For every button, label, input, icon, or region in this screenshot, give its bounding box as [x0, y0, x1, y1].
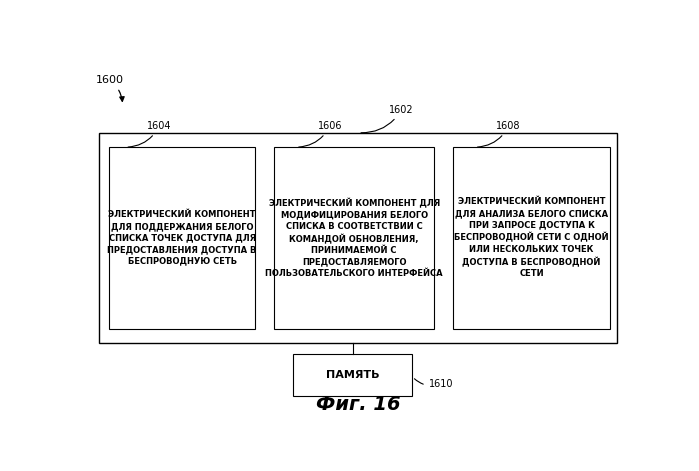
- Bar: [274, 147, 434, 329]
- Text: ЭЛЕКТРИЧЕСКИЙ КОМПОНЕНТ ДЛЯ
МОДИФИЦИРОВАНИЯ БЕЛОГО
СПИСКА В СООТВЕТСТВИИ С
КОМАН: ЭЛЕКТРИЧЕСКИЙ КОМПОНЕНТ ДЛЯ МОДИФИЦИРОВА…: [266, 197, 443, 278]
- Text: 1604: 1604: [128, 121, 171, 147]
- Text: 1602: 1602: [361, 105, 414, 133]
- Text: ПАМЯТЬ: ПАМЯТЬ: [326, 370, 380, 380]
- Text: 1608: 1608: [477, 121, 521, 147]
- Text: ЭЛЕКТРИЧЕСКИЙ КОМПОНЕНТ
ДЛЯ АНАЛИЗА БЕЛОГО СПИСКА
ПРИ ЗАПРОСЕ ДОСТУПА К
БЕСПРОВО: ЭЛЕКТРИЧЕСКИЙ КОМПОНЕНТ ДЛЯ АНАЛИЗА БЕЛО…: [454, 197, 609, 278]
- Bar: [294, 354, 412, 396]
- Bar: [109, 147, 255, 329]
- Text: 1610: 1610: [415, 379, 453, 390]
- Text: 1606: 1606: [298, 121, 342, 147]
- Text: ЭЛЕКТРИЧЕСКИЙ КОМПОНЕНТ
ДЛЯ ПОДДЕРЖАНИЯ БЕЛОГО
СПИСКА ТОЧЕК ДОСТУПА ДЛЯ
ПРЕДОСТА: ЭЛЕКТРИЧЕСКИЙ КОМПОНЕНТ ДЛЯ ПОДДЕРЖАНИЯ …: [108, 211, 257, 265]
- Text: Фиг. 16: Фиг. 16: [316, 395, 401, 414]
- Text: 1600: 1600: [96, 75, 124, 101]
- Bar: [453, 147, 610, 329]
- Bar: [99, 133, 617, 343]
